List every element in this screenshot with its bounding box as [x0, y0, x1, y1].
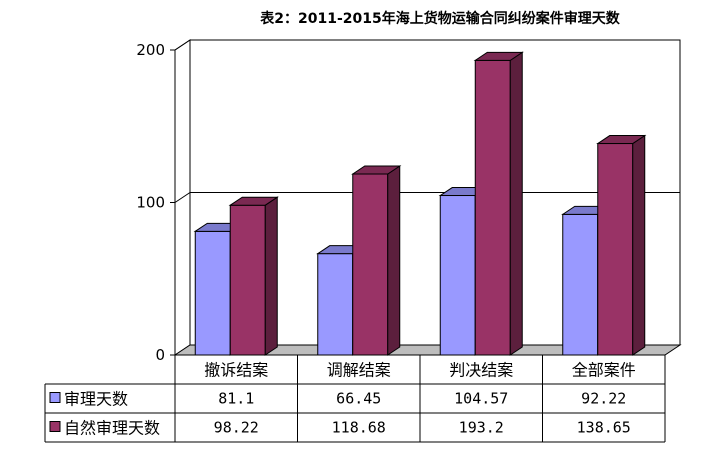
- data-cell: 81.1: [218, 390, 254, 408]
- bar-side-1-3: [632, 134, 646, 356]
- data-cell: 193.2: [459, 419, 504, 437]
- series-label: 审理天数: [64, 390, 128, 409]
- y-axis-ticks: 0 100 200: [136, 41, 176, 364]
- legend-swatch: [49, 392, 61, 403]
- y-tick-label: 200: [136, 41, 165, 59]
- gridline-side: [174, 39, 191, 51]
- bar-side-1-0: [264, 196, 278, 356]
- category-label: 判决结案: [449, 361, 513, 380]
- bar-0-3: [562, 213, 599, 356]
- bar-1-0: [229, 204, 266, 356]
- data-cell: 118.68: [332, 419, 386, 437]
- y-tick-label: 0: [155, 346, 165, 364]
- bars: [193, 51, 647, 356]
- bar-top-1-1: [351, 165, 402, 175]
- bar-1-1: [352, 173, 389, 356]
- bar-side-1-2: [509, 51, 523, 356]
- bar-0-2: [439, 195, 476, 356]
- bar-0-1: [317, 253, 354, 356]
- data-cell: 98.22: [214, 419, 259, 437]
- category-label: 全部案件: [572, 361, 636, 380]
- bar-side-1-1: [387, 165, 401, 356]
- data-cell: 66.45: [336, 390, 381, 408]
- gridline-side: [174, 192, 191, 203]
- series-label: 自然审理天数: [64, 419, 160, 438]
- bar-top-1-3: [596, 135, 647, 145]
- data-cell: 138.65: [577, 419, 631, 437]
- bar-0-0: [194, 230, 231, 356]
- bar-1-3: [597, 143, 634, 356]
- data-cell: 92.22: [581, 390, 626, 408]
- bar-top-1-2: [473, 51, 524, 61]
- category-label: 撤诉结案: [204, 361, 268, 380]
- bar-1-2: [474, 59, 511, 356]
- y-tick-label: 100: [136, 194, 165, 212]
- bar-top-1-0: [228, 196, 279, 206]
- legend-swatch: [49, 421, 61, 432]
- chart-title: 表2：2011-2015年海上货物运输合同纠纷案件审理天数: [260, 11, 620, 27]
- data-cell: 104.57: [454, 390, 508, 408]
- category-label: 调解结案: [327, 361, 391, 380]
